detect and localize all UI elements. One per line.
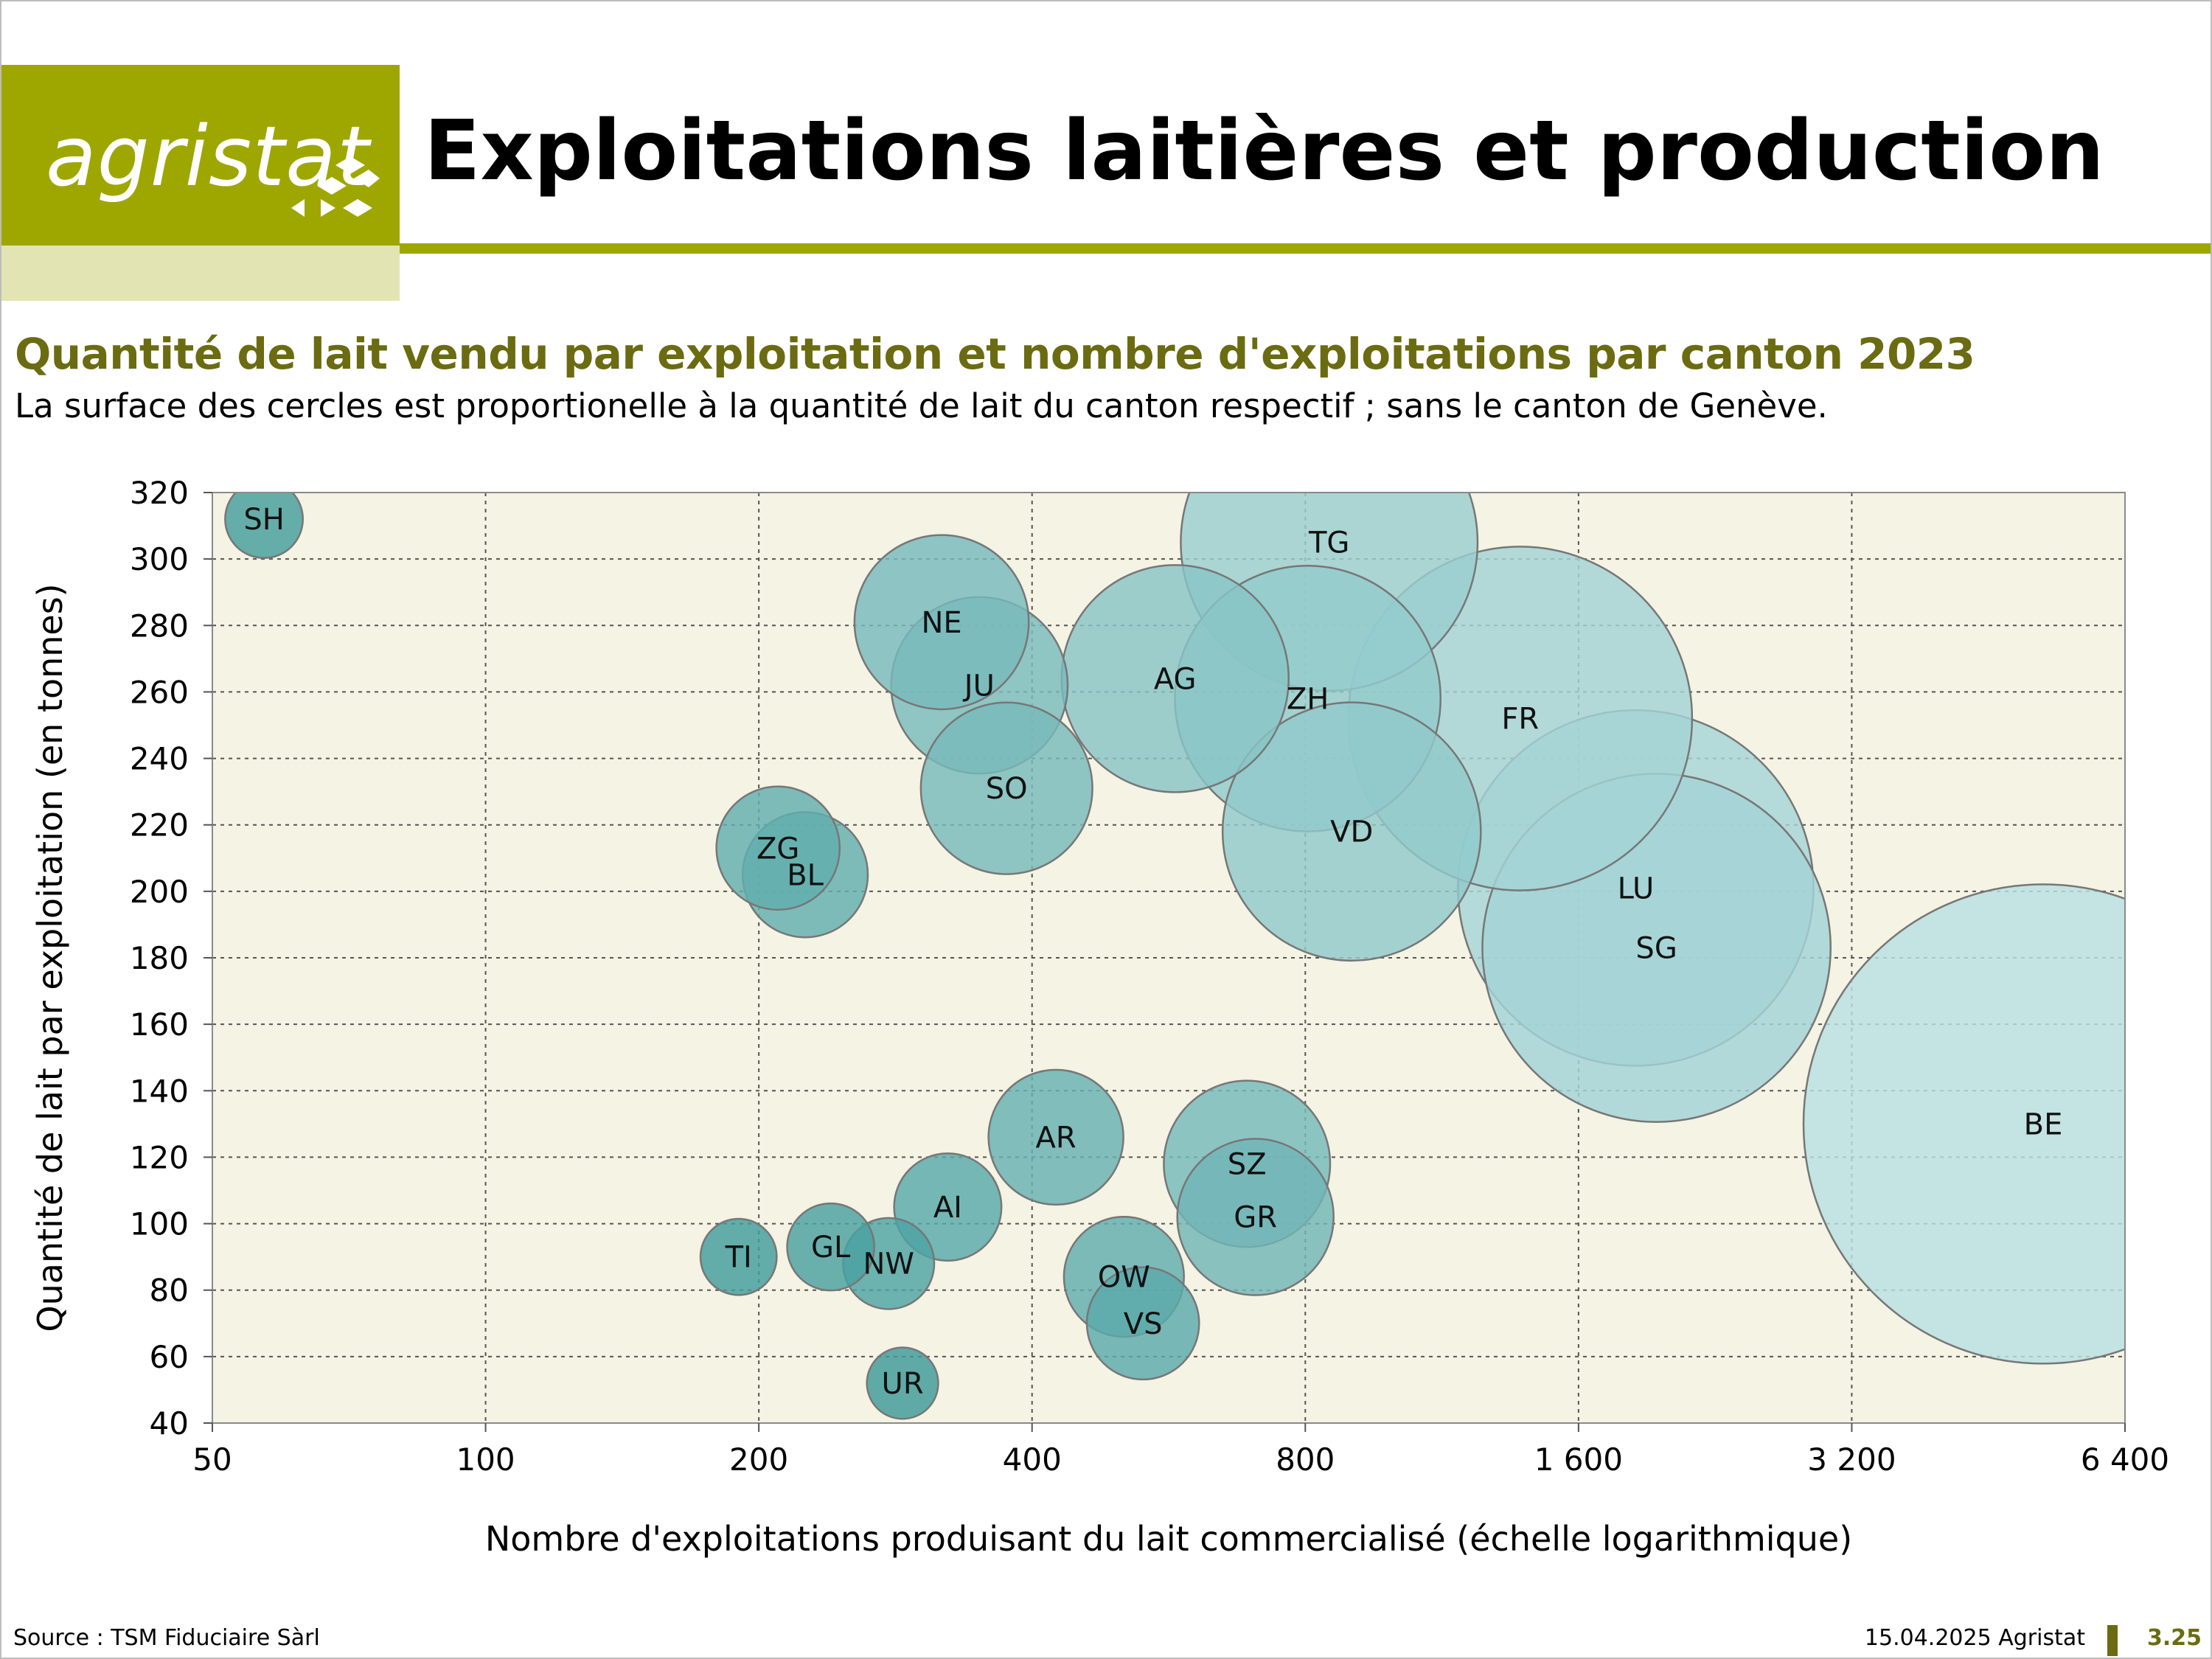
page-title: Exploitations laitières et production	[424, 103, 2104, 199]
y-tick-label: 160	[130, 1006, 189, 1043]
x-tick-label: 50	[192, 1441, 232, 1478]
bubble-sh	[224, 493, 304, 560]
y-tick-label: 320	[130, 475, 189, 511]
chart-note: La surface des cercles est proportionell…	[15, 386, 1828, 425]
x-tick-label: 400	[1003, 1441, 1062, 1478]
bubble-label-nw: NW	[863, 1248, 914, 1281]
bubble-label-ur: UR	[882, 1367, 924, 1401]
bubble-vs	[1085, 1266, 1200, 1381]
bubble-label-sz: SZ	[1228, 1147, 1267, 1181]
x-tick-label: 100	[456, 1441, 515, 1478]
bubble-label-ju: JU	[962, 669, 995, 703]
bubble-label-tg: TG	[1308, 526, 1349, 560]
y-tick-label: 180	[130, 940, 189, 976]
bubble-label-lu: LU	[1618, 872, 1655, 905]
bubble-label-zg: ZG	[757, 832, 799, 866]
bubble-label-ow: OW	[1098, 1261, 1150, 1295]
logo-block	[1, 65, 400, 246]
bubble-label-ag: AG	[1154, 662, 1197, 696]
bubble-label-gl: GL	[811, 1231, 851, 1265]
y-tick-label: 120	[130, 1139, 189, 1175]
bubble-so	[919, 701, 1093, 875]
footer-page-bar	[2107, 1625, 2118, 1656]
y-tick-label: 260	[130, 674, 189, 710]
y-tick-label: 100	[130, 1206, 189, 1242]
agristat-logo-mark-icon	[291, 156, 380, 217]
y-axis-title: Quantité de lait par exploitation (en to…	[30, 583, 70, 1332]
bubbles	[224, 493, 2125, 1420]
y-tick-label: 280	[130, 608, 189, 644]
bubble-vd	[1221, 701, 1482, 962]
bubble-label-zh: ZH	[1287, 682, 1329, 716]
bubble-ar	[987, 1068, 1124, 1206]
page-number: 3.25	[2147, 1625, 2202, 1651]
bubble-label-ti: TI	[725, 1241, 752, 1275]
y-tick-label: 300	[130, 541, 189, 577]
bubble-gr	[1176, 1138, 1335, 1296]
bubble-label-so: SO	[986, 772, 1028, 806]
x-tick-label: 3 200	[1807, 1441, 1896, 1478]
y-tick-label: 240	[130, 741, 189, 777]
agristat-logo-text: agristat	[46, 109, 370, 205]
bubble-label-vs: VS	[1124, 1307, 1163, 1341]
y-tick-label: 220	[130, 807, 189, 844]
bubble-ti	[699, 1217, 778, 1296]
axes: 50 100 200 400 800 1 600 3 200 6 400 40 60 80 100 12…	[130, 475, 2169, 1478]
y-tick-label: 200	[130, 874, 189, 910]
x-tick-label: 800	[1276, 1441, 1335, 1478]
bubble-label-vd: VD	[1330, 815, 1373, 849]
bubble-be	[1802, 883, 2125, 1365]
x-axis-title: Nombre d'exploitations produisant du lai…	[485, 1519, 1852, 1559]
bubble-gl	[786, 1202, 875, 1292]
bubble-label-ne: NE	[921, 606, 961, 640]
footer-source: Source : TSM Fiduciaire Sàrl	[13, 1625, 320, 1651]
bubble-label-ar: AR	[1036, 1121, 1077, 1155]
bubble-zg	[715, 785, 841, 911]
footer-date: 15.04.2025 Agristat	[1864, 1625, 2085, 1651]
bubble-ne	[853, 534, 1030, 711]
chart-subtitle: Quantité de lait vendu par exploitation …	[15, 329, 1975, 379]
x-tick-label: 6 400	[2081, 1441, 2169, 1478]
bubble-label-gr: GR	[1234, 1201, 1277, 1235]
bubble-label-bl: BL	[787, 858, 824, 892]
bubble-label-be: BE	[2024, 1107, 2063, 1141]
bubble-label-fr: FR	[1501, 702, 1539, 736]
bubble-label-ai: AI	[933, 1191, 962, 1225]
y-tick-label: 40	[150, 1405, 189, 1441]
y-tick-label: 60	[150, 1339, 189, 1375]
x-tick-label: 1 600	[1534, 1441, 1623, 1478]
y-tick-label: 80	[150, 1273, 189, 1309]
logo-accent-band	[1, 246, 400, 301]
bubble-ur	[866, 1346, 939, 1420]
header-rule	[400, 243, 2211, 254]
x-tick-label: 200	[729, 1441, 788, 1478]
bubble-label-sg: SG	[1635, 931, 1677, 965]
y-tick-label: 140	[130, 1073, 189, 1109]
bubble-label-sh: SH	[243, 503, 284, 537]
